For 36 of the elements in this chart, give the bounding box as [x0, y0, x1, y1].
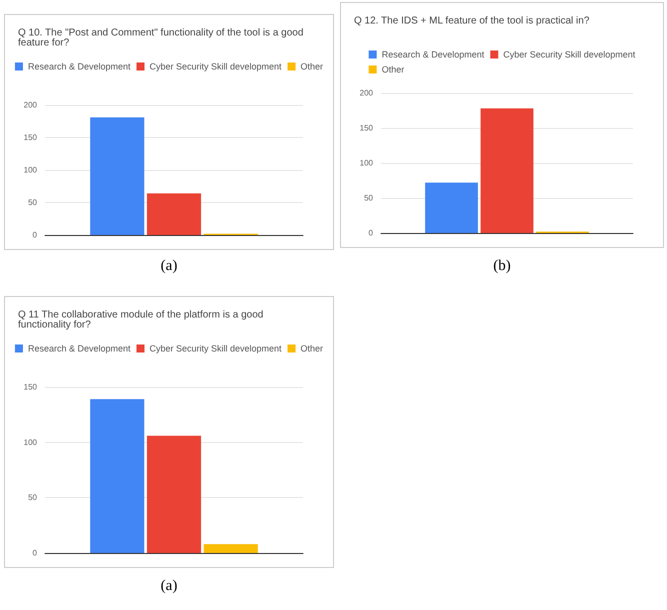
y-tick-label: 50: [28, 198, 38, 207]
y-tick-label: 150: [24, 133, 38, 142]
legend-label: Cyber Security Skill development: [149, 62, 282, 72]
y-tick-label: 50: [364, 194, 374, 202]
bar: [146, 193, 202, 235]
legend-label: Research & Development: [28, 344, 131, 354]
legend-label: Research & Development: [28, 62, 131, 72]
bar: [90, 117, 144, 235]
chart-title: Q 10. The "Post and Comment" functionality of the tool is a good feature for?: [18, 28, 306, 48]
y-tick-label: 0: [368, 228, 374, 238]
y-tick-label: 200: [24, 100, 38, 110]
y-tick-label: 100: [24, 166, 38, 174]
y-tick-label: 0: [32, 548, 38, 558]
y-tick-label: 150: [360, 124, 374, 132]
bar: [204, 544, 258, 553]
y-tick-label: 150: [24, 382, 38, 392]
legend-label: Cyber Security Skill development: [149, 344, 282, 354]
legend-label: Research & Development: [382, 50, 485, 60]
legend-label: Other: [300, 344, 324, 354]
y-tick-label: 100: [24, 438, 38, 447]
bar: [480, 108, 534, 233]
bar: [90, 399, 144, 553]
y-tick-label: 100: [360, 158, 374, 168]
text: (b): [492, 258, 512, 275]
legend-label: Other: [300, 62, 324, 72]
y-tick-label: 200: [360, 88, 374, 98]
legend-label: Other: [382, 64, 404, 74]
chart-title: Q 12. The IDS + ML feature of the tool is practical in?: [354, 16, 590, 26]
bar: [146, 436, 202, 553]
y-tick-label: 50: [28, 493, 38, 502]
y-tick-label: 0: [32, 230, 38, 240]
bar: [425, 182, 478, 233]
legend-label: Cyber Security Skill development: [503, 50, 636, 60]
chart-title: Q 11 The collaborative module of the platform is a good functionality for?: [18, 310, 266, 330]
text: (a): [160, 578, 178, 595]
text: (a): [160, 258, 178, 275]
